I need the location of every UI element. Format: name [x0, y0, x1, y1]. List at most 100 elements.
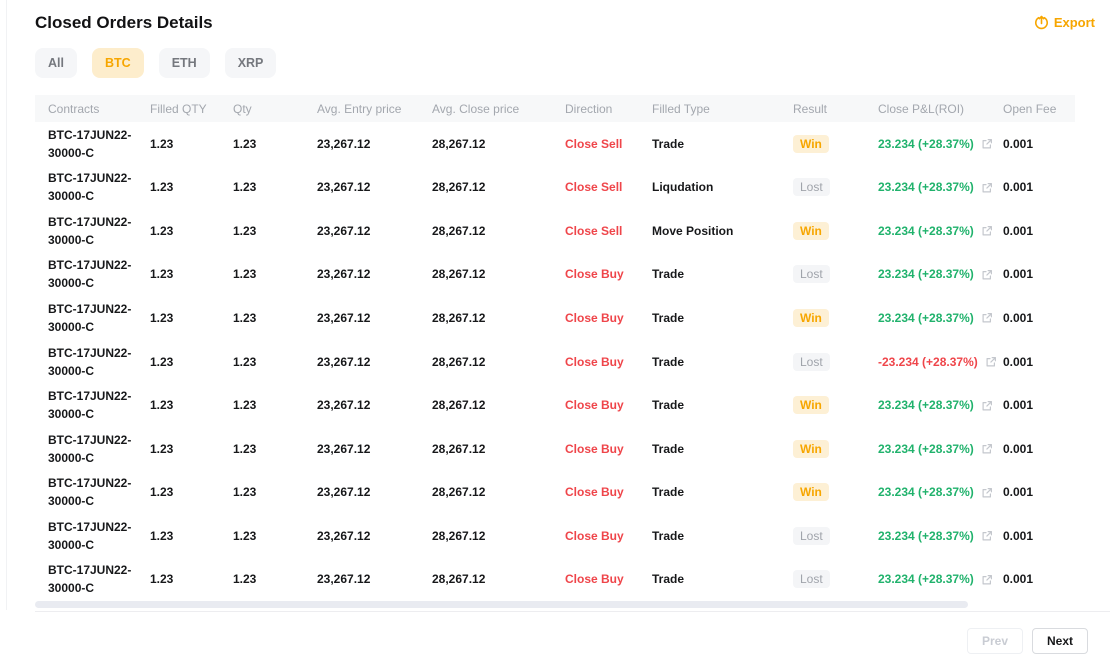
filled-type-cell: Trade — [652, 136, 685, 151]
contract-cell: BTC-17JUN22- 30000-C — [48, 214, 132, 247]
result-badge: Lost — [793, 178, 830, 197]
pnl-value: 23.234 (+28.37%) — [878, 572, 974, 587]
result-cell: Win — [793, 439, 878, 458]
filter-tab-eth[interactable]: ETH — [158, 48, 210, 78]
share-pnl-icon[interactable] — [981, 574, 993, 586]
filled-type-cell: Trade — [652, 485, 685, 500]
table-row: BTC-17JUN22- 30000-C 1.23 1.23 23,267.12 … — [35, 209, 1075, 253]
avg-close-price-cell: 28,267.12 — [432, 398, 486, 413]
horizontal-scrollbar-thumb[interactable] — [35, 601, 968, 608]
avg-entry-price-cell: 23,267.12 — [317, 267, 371, 282]
avg-close-price-cell: 28,267.12 — [432, 485, 486, 500]
avg-close-price-cell: 28,267.12 — [432, 180, 486, 195]
filled-qty-cell: 1.23 — [150, 180, 174, 195]
direction-cell: Close Sell — [565, 180, 623, 195]
share-pnl-icon[interactable] — [981, 443, 993, 455]
result-cell: Lost — [793, 570, 878, 589]
avg-entry-price-cell: 23,267.12 — [317, 398, 371, 413]
close-pnl-cell: 23.234 (+28.37%) — [878, 529, 1003, 543]
contract-cell: BTC-17JUN22- 30000-C — [48, 171, 132, 204]
table-row: BTC-17JUN22- 30000-C 1.23 1.23 23,267.12 … — [35, 383, 1075, 427]
pnl-value: 23.234 (+28.37%) — [878, 485, 974, 500]
close-pnl-cell: 23.234 (+28.37%) — [878, 180, 1003, 194]
avg-entry-price-cell: 23,267.12 — [317, 310, 371, 325]
export-button[interactable]: Export — [1034, 15, 1095, 30]
close-pnl-cell: 23.234 (+28.37%) — [878, 137, 1003, 151]
filled-type-cell: Trade — [652, 310, 685, 325]
page-left-divider — [6, 0, 7, 610]
share-pnl-icon[interactable] — [981, 138, 993, 150]
direction-cell: Close Buy — [565, 485, 624, 500]
filter-tab-all[interactable]: All — [35, 48, 77, 78]
direction-cell: Close Sell — [565, 223, 623, 238]
filter-tabs: All BTC ETH XRP — [35, 48, 277, 78]
bottom-divider — [35, 611, 1110, 612]
pnl-value: 23.234 (+28.37%) — [878, 136, 974, 151]
share-pnl-icon[interactable] — [981, 487, 993, 499]
avg-close-price-cell: 28,267.12 — [432, 267, 486, 282]
column-header: Qty — [233, 101, 252, 116]
prev-button[interactable]: Prev — [967, 628, 1023, 654]
result-badge: Win — [793, 221, 829, 240]
contract-cell: BTC-17JUN22- 30000-C — [48, 301, 132, 334]
filter-tab-btc[interactable]: BTC — [91, 48, 144, 78]
avg-entry-price-cell: 23,267.12 — [317, 180, 371, 195]
direction-cell: Close Buy — [565, 310, 624, 325]
filled-qty-cell: 1.23 — [150, 398, 174, 413]
pnl-value: -23.234 (+28.37%) — [878, 354, 978, 369]
open-fee-cell: 0.001 — [1003, 528, 1034, 543]
filled-qty-cell: 1.23 — [150, 136, 174, 151]
open-fee-cell: 0.001 — [1003, 441, 1034, 456]
share-pnl-icon[interactable] — [981, 400, 993, 412]
share-pnl-icon[interactable] — [985, 356, 997, 368]
next-button[interactable]: Next — [1032, 628, 1088, 654]
share-pnl-icon[interactable] — [981, 269, 993, 281]
filled-qty-cell: 1.23 — [150, 310, 174, 325]
pnl-value: 23.234 (+28.37%) — [878, 180, 974, 195]
contract-cell: BTC-17JUN22- 30000-C — [48, 563, 132, 596]
avg-close-price-cell: 28,267.12 — [432, 528, 486, 543]
open-fee-cell: 0.001 — [1003, 398, 1034, 413]
close-pnl-cell: 23.234 (+28.37%) — [878, 224, 1003, 238]
contract-cell: BTC-17JUN22- 30000-C — [48, 519, 132, 552]
qty-cell: 1.23 — [233, 136, 257, 151]
table-row: BTC-17JUN22- 30000-C 1.23 1.23 23,267.12 … — [35, 470, 1075, 514]
contract-cell: BTC-17JUN22- 30000-C — [48, 345, 132, 378]
close-pnl-cell: 23.234 (+28.37%) — [878, 311, 1003, 325]
filled-qty-cell: 1.23 — [150, 354, 174, 369]
contract-cell: BTC-17JUN22- 30000-C — [48, 476, 132, 509]
filled-type-cell: Move Position — [652, 223, 734, 238]
avg-close-price-cell: 28,267.12 — [432, 136, 486, 151]
open-fee-cell: 0.001 — [1003, 223, 1034, 238]
result-cell: Lost — [793, 265, 878, 284]
table-header-row: Contracts Filled QTY Qty Avg. Entry pric… — [35, 95, 1075, 122]
contract-cell: BTC-17JUN22- 30000-C — [48, 432, 132, 465]
table-row: BTC-17JUN22- 30000-C 1.23 1.23 23,267.12 … — [35, 296, 1075, 340]
direction-cell: Close Buy — [565, 572, 624, 587]
share-pnl-icon[interactable] — [981, 312, 993, 324]
direction-cell: Close Sell — [565, 136, 623, 151]
pnl-value: 23.234 (+28.37%) — [878, 398, 974, 413]
result-cell: Win — [793, 483, 878, 502]
result-badge: Lost — [793, 526, 830, 545]
avg-close-price-cell: 28,267.12 — [432, 310, 486, 325]
avg-close-price-cell: 28,267.12 — [432, 223, 486, 238]
pnl-value: 23.234 (+28.37%) — [878, 528, 974, 543]
contract-cell: BTC-17JUN22- 30000-C — [48, 389, 132, 422]
share-pnl-icon[interactable] — [981, 182, 993, 194]
pnl-value: 23.234 (+28.37%) — [878, 223, 974, 238]
direction-cell: Close Buy — [565, 267, 624, 282]
result-cell: Win — [793, 308, 878, 327]
filled-qty-cell: 1.23 — [150, 528, 174, 543]
filter-tab-xrp[interactable]: XRP — [224, 48, 277, 78]
close-pnl-cell: 23.234 (+28.37%) — [878, 398, 1003, 412]
export-icon — [1034, 15, 1049, 30]
share-pnl-icon[interactable] — [981, 225, 993, 237]
filled-type-cell: Trade — [652, 267, 685, 282]
contract-cell: BTC-17JUN22- 30000-C — [48, 258, 132, 291]
direction-cell: Close Buy — [565, 354, 624, 369]
share-pnl-icon[interactable] — [981, 530, 993, 542]
qty-cell: 1.23 — [233, 180, 257, 195]
table-row: BTC-17JUN22- 30000-C 1.23 1.23 23,267.12 … — [35, 427, 1075, 471]
close-pnl-cell: 23.234 (+28.37%) — [878, 267, 1003, 281]
